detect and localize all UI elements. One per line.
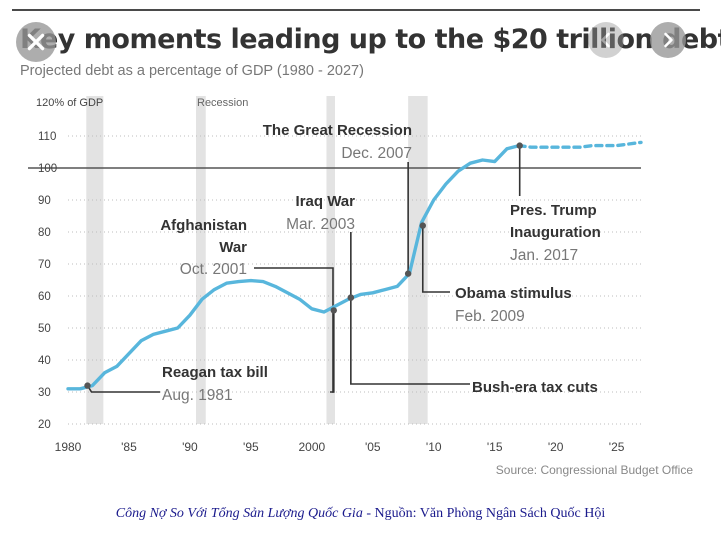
- y-tick-label: 110: [38, 131, 56, 143]
- top-divider: [12, 9, 700, 11]
- y-tick-label: 20: [38, 419, 51, 431]
- stimulus-connector: [421, 225, 450, 293]
- x-tick-label: '05: [365, 440, 381, 454]
- recession-label: Recession: [197, 97, 248, 109]
- annotation-recession-label: The Great Recession: [263, 122, 412, 139]
- x-tick-label: '85: [121, 440, 137, 454]
- y-tick-label: 30: [38, 387, 51, 399]
- y-tick-label: 90: [38, 195, 51, 207]
- afghanistan-connector-drop: [332, 310, 335, 393]
- caption-title: Công Nợ So Với Tổng Sản Lượng Quốc Gia: [115, 506, 363, 521]
- chart-source: Source: Congressional Budget Office: [496, 463, 694, 477]
- y-tick-label: 40: [38, 355, 51, 367]
- y-tick-label: 80: [38, 227, 51, 239]
- recession-band: [326, 96, 335, 424]
- debt-chart: 20 30 40 50 60 70 80 90 100 110 120% of GDP Recessi…: [28, 96, 694, 477]
- caption-source: Nguồn: Văn Phòng Ngân Sách Quốc Hội: [374, 506, 606, 521]
- debt-line: [66, 143, 521, 391]
- x-tick-label: '20: [548, 440, 564, 454]
- annotation-recession-date: Dec. 2007: [341, 145, 412, 162]
- annotation-marker: [419, 222, 426, 229]
- chart-subtitle: Projected debt as a percentage of GDP (1…: [20, 63, 364, 79]
- x-tick-label: '25: [609, 440, 625, 454]
- y-tick-label: 60: [38, 291, 51, 303]
- x-tick-label: '90: [182, 440, 198, 454]
- annotation-trump-label: Pres. Trump: [510, 202, 597, 219]
- annotation-afghanistan-label: War: [219, 239, 247, 256]
- annotation-trump-date: Jan. 2017: [510, 247, 578, 264]
- annotation-afghanistan-date: Oct. 2001: [180, 261, 247, 278]
- recession-band: [86, 96, 104, 424]
- annotation-reagan-date: Aug. 1981: [162, 387, 233, 404]
- annotation-marker: [404, 270, 412, 277]
- close-icon: [27, 33, 45, 51]
- next-image-button[interactable]: [650, 22, 686, 58]
- annotation-marker: [347, 294, 355, 301]
- recession-band: [196, 96, 206, 424]
- x-tick-label: '10: [426, 440, 442, 454]
- annotation-marker: [84, 382, 91, 389]
- chevron-right-icon: [664, 32, 673, 48]
- x-tick-label: 2000: [298, 440, 325, 454]
- image-caption: Công Nợ So Với Tổng Sản Lượng Quốc Gia -…: [0, 506, 721, 522]
- x-tick-label: 1980: [55, 440, 82, 454]
- annotation-marker: [516, 142, 523, 149]
- chevron-left-icon: [601, 32, 610, 48]
- annotation-reagan-label: Reagan tax bill: [162, 364, 268, 381]
- annotation-stimulus-label: Obama stimulus: [455, 285, 572, 302]
- annotation-iraq-label: Iraq War: [296, 193, 356, 210]
- annotation-trump-label: Inauguration: [510, 224, 601, 241]
- y-tick-label: 70: [38, 259, 51, 271]
- annotation-bush-label: Bush-era tax cuts: [472, 379, 598, 396]
- annotation-stimulus-date: Feb. 2009: [455, 308, 525, 325]
- projected-debt-line: [517, 140, 643, 149]
- annotation-marker: [330, 307, 337, 314]
- x-tick-label: '95: [243, 440, 259, 454]
- previous-image-button[interactable]: [588, 22, 624, 58]
- iraq-bush-connector: [350, 232, 470, 385]
- annotation-iraq-date: Mar. 2003: [286, 216, 355, 233]
- close-button[interactable]: [16, 22, 56, 62]
- y-tick-label: 100: [38, 163, 57, 175]
- x-tick-label: '15: [487, 440, 503, 454]
- y-tick-label: 50: [38, 323, 51, 335]
- caption-separator: -: [362, 506, 375, 521]
- recession-band: [408, 96, 428, 424]
- annotation-afghanistan-label: Afghanistan: [160, 217, 247, 234]
- y-axis-label: 120% of GDP: [36, 97, 103, 109]
